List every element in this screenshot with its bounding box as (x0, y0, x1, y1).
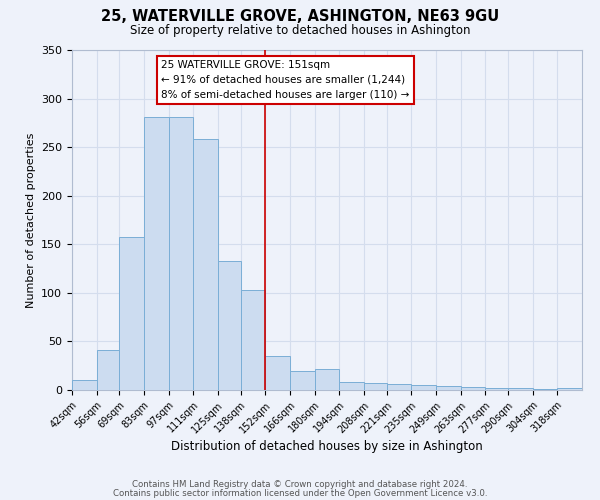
Bar (169, 117, 193, 390)
Text: Size of property relative to detached houses in Ashington: Size of property relative to detached ho… (130, 24, 470, 37)
Bar (436, 386, 461, 390)
Text: Contains public sector information licensed under the Open Government Licence v3: Contains public sector information licen… (113, 488, 487, 498)
Text: 25, WATERVILLE GROVE, ASHINGTON, NE63 9GU: 25, WATERVILLE GROVE, ASHINGTON, NE63 9G… (101, 9, 499, 24)
Bar (557, 388, 582, 390)
Bar (265, 356, 290, 390)
Bar (144, 117, 169, 390)
Bar (340, 382, 364, 390)
Y-axis label: Number of detached properties: Number of detached properties (26, 132, 35, 308)
Bar (412, 385, 436, 390)
Bar (218, 261, 241, 390)
Bar (387, 384, 412, 390)
Text: 25 WATERVILLE GROVE: 151sqm
← 91% of detached houses are smaller (1,244)
8% of s: 25 WATERVILLE GROVE: 151sqm ← 91% of det… (161, 60, 410, 100)
Bar (290, 370, 314, 390)
X-axis label: Distribution of detached houses by size in Ashington: Distribution of detached houses by size … (171, 440, 483, 454)
Bar (533, 389, 557, 390)
Bar (314, 368, 340, 390)
Bar (72, 380, 97, 390)
Bar (485, 388, 508, 390)
Bar (193, 140, 218, 390)
Text: Contains HM Land Registry data © Crown copyright and database right 2024.: Contains HM Land Registry data © Crown c… (132, 480, 468, 489)
Bar (508, 388, 533, 390)
Bar (119, 238, 144, 390)
Bar (461, 387, 485, 390)
Bar (364, 383, 387, 390)
Bar (241, 290, 265, 390)
Bar (97, 350, 119, 390)
